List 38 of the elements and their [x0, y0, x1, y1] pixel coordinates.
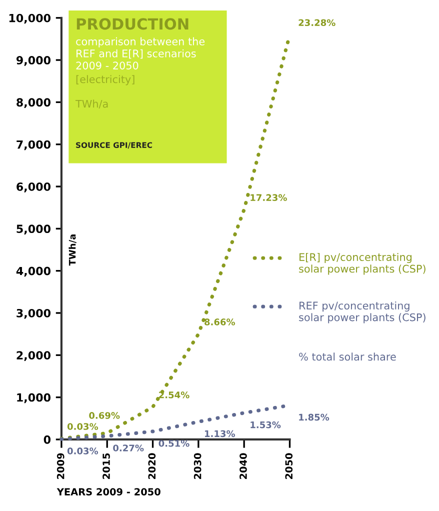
y-tick-label: 0 — [44, 435, 51, 444]
annotation: 0.03% — [67, 448, 98, 454]
y-axis-title: TWh/a — [68, 234, 76, 266]
annotation: 1.13% — [205, 430, 236, 438]
y-tick-label: 10,000 — [9, 14, 51, 24]
annotation: 1.85% — [299, 414, 330, 421]
y-tick-label: 4,000 — [16, 266, 51, 277]
y-tick-label: 7,000 — [16, 140, 51, 150]
annotation: 0.27% — [113, 444, 144, 452]
annotation: 0.03% — [67, 423, 98, 430]
x-tick-label: 2050 — [285, 453, 293, 479]
y-tick-label: 6,000 — [16, 182, 51, 192]
y-tick-label: 1,000 — [17, 393, 51, 404]
x-tick-label: 2020 — [148, 453, 156, 479]
legend-label: REF pv/concentrating solar power plants (CSP) — [299, 301, 426, 324]
x-tick-label: 2040 — [240, 453, 247, 479]
annotation: TWh/a — [75, 100, 108, 109]
text: % total solar share — [299, 352, 396, 361]
x-tick-label: 2030 — [194, 453, 202, 479]
annotation: 2.54% — [159, 391, 190, 398]
annotation: 0.51% — [158, 440, 190, 447]
annotation: 17.23% — [250, 194, 287, 202]
annotation: 1.53% — [250, 421, 281, 428]
annotation: 8.66% — [204, 318, 236, 326]
annotation: 0.69% — [89, 412, 120, 419]
annotation: [electricity] — [76, 75, 134, 86]
y-tick-label: 9,000 — [16, 56, 51, 66]
legend-label: E[R] pv/concentrating solar power plants (CSP) — [299, 252, 426, 275]
text: comparison between the REF and E[R] scenarios 2009 - 2050 — [76, 37, 205, 70]
x-tick-label: 2009 — [56, 453, 64, 479]
chart-title: PRODUCTION — [76, 18, 188, 30]
x-tick-label: 2015 — [102, 453, 110, 479]
y-tick-label: 2,000 — [16, 351, 51, 361]
y-tick-label: 5,000 — [16, 224, 51, 234]
y-tick-label: 3,000 — [16, 308, 51, 319]
annotation: 23.28% — [298, 19, 336, 26]
y-tick-label: 8,000 — [16, 98, 51, 108]
x-axis-title: YEARS 2009 - 2050 — [56, 488, 160, 496]
